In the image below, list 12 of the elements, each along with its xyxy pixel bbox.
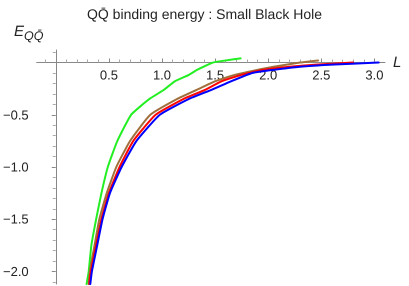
chart-title: QQ̄ binding energy : Small Black Hole	[87, 6, 322, 22]
y-tick-label: −0.5	[2, 107, 29, 122]
y-tick-label: −2.0	[2, 264, 29, 279]
y-tick-label: −1.5	[2, 212, 29, 227]
x-tick-label: 2.5	[312, 68, 330, 83]
y-axis-title: E$_{QQ̄}$	[14, 23, 44, 44]
x-tick-label: 0.5	[100, 68, 118, 83]
x-tick-label: 3.0	[365, 68, 384, 83]
x-axis-title: L	[393, 54, 402, 72]
line-series	[86, 57, 242, 285]
x-tick-label: 1.0	[152, 68, 172, 83]
y-tick-label: −1.0	[2, 160, 29, 174]
